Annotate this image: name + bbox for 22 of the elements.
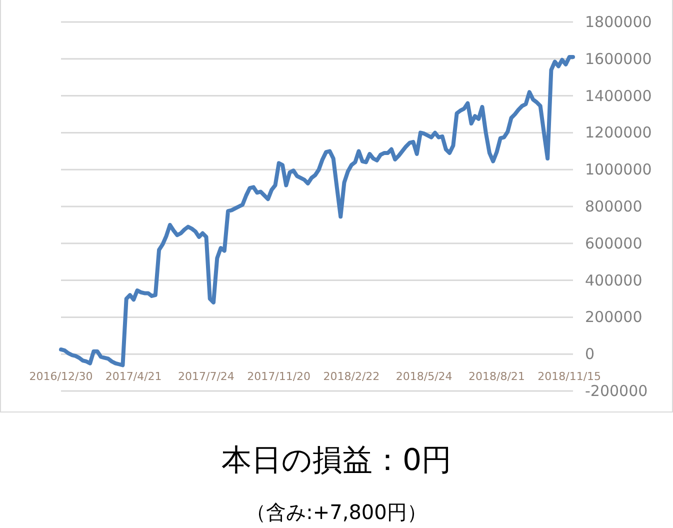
y-tick-label: -200000 [585,382,648,400]
y-tick-label: 400000 [585,271,642,290]
y-tick-label: 0 [585,345,595,364]
x-tick-label: 2017/7/24 [178,370,234,384]
x-tick-label: 2018/2/22 [323,370,380,384]
text: 本日の損益：0円 [221,443,452,478]
y-tick-label: 1000000 [585,160,652,179]
x-tick-label: 2018/8/21 [468,370,525,384]
y-tick-label: 200000 [585,308,642,326]
x-tick-label: 2018/11/15 [538,370,602,384]
text: （含み:+7,800円） [246,500,427,524]
y-tick-label: 1200000 [585,124,652,142]
x-tick-label: 2017/4/21 [105,370,162,384]
y-tick-label: 1800000 [585,13,652,31]
y-tick-label: 800000 [585,198,642,216]
y-tick-label: 600000 [585,234,642,252]
y-tick-label: 1600000 [585,50,652,68]
x-tick-label: 2018/5/24 [396,370,452,384]
y-tick-label: 1400000 [585,86,652,105]
x-tick-label: 2017/11/20 [247,370,311,384]
line-series [59,55,575,368]
x-tick-label: 2016/12/30 [29,370,93,384]
